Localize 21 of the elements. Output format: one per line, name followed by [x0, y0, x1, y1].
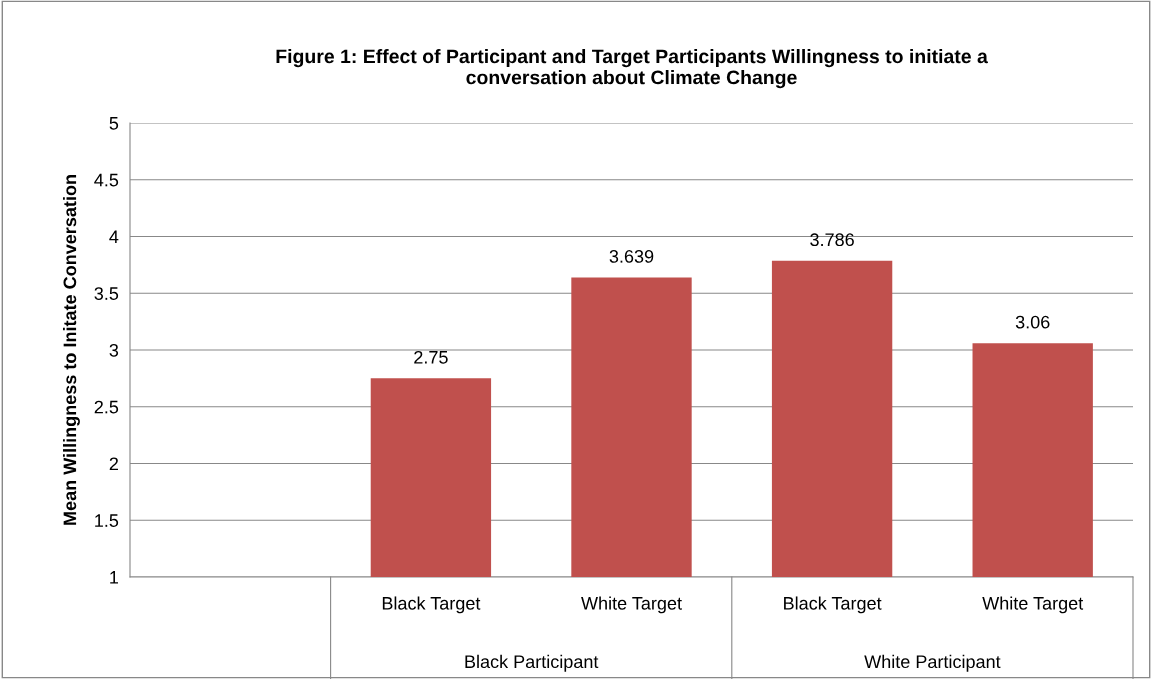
y-tick-label: 3.5	[94, 287, 119, 300]
data-label: 3.639	[609, 250, 654, 263]
y-tick-label: 4.5	[94, 173, 119, 187]
y-tick-label: 5	[109, 117, 119, 130]
x-tick-label: White Target	[982, 596, 1084, 614]
text: Black Participant	[465, 654, 599, 672]
y-axis-title: Mean Willingness to Initate Conversation	[62, 175, 80, 525]
y-tick-label: 2.5	[94, 400, 119, 414]
y-tick-label: 1.5	[95, 514, 119, 527]
y-tick-label: 2	[109, 457, 118, 471]
y-tick-label: 3	[109, 343, 119, 357]
x-tick-label: Black Target	[382, 596, 481, 614]
x-tick-label: Black Target	[784, 596, 882, 614]
data-label: 2.75	[414, 350, 448, 364]
y-tick-label: 4	[109, 230, 119, 244]
text: White Participant	[864, 654, 1001, 672]
chart-title: Figure 1: Effect of Participant and Target Participants Willingness to initiate a conversation about Climate Change	[276, 48, 988, 89]
y-tick-label: 1	[110, 571, 119, 584]
x-tick-label: White Target	[581, 596, 682, 614]
data-label: 3.786	[810, 233, 854, 247]
data-label: 3.06	[1015, 315, 1050, 329]
